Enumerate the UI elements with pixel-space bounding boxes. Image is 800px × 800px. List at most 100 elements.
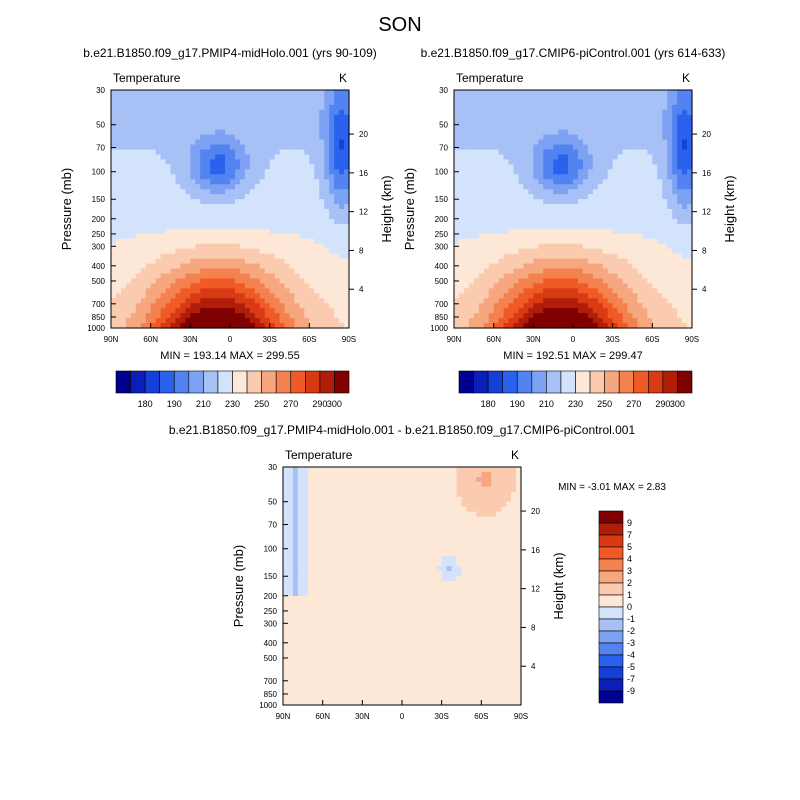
field-cell (597, 179, 604, 185)
field-cell (587, 258, 594, 265)
field-cell (215, 238, 221, 245)
field-cell (344, 318, 350, 324)
field-cell (130, 174, 137, 180)
field-cell (642, 253, 648, 260)
field-cell (508, 288, 515, 294)
field-cell (195, 278, 201, 284)
field-cell (627, 154, 634, 161)
field-cell (125, 94, 132, 101)
field-cell (468, 94, 475, 101)
field-cell (329, 228, 335, 235)
field-cell (642, 149, 648, 156)
field-cell (503, 119, 510, 126)
field-cell (220, 308, 226, 314)
field-cell (518, 258, 525, 265)
field-cell (667, 218, 673, 225)
field-cell (553, 149, 559, 156)
field-cell (135, 303, 142, 309)
field-cell (304, 273, 310, 280)
field-cell (314, 228, 320, 235)
field-cell (145, 169, 152, 175)
field-cell (538, 323, 544, 329)
field-cell (493, 228, 500, 235)
field-cell (622, 308, 629, 314)
field-cell (230, 323, 236, 329)
field-cell (488, 223, 495, 230)
field-cell (513, 303, 520, 309)
field-cell (647, 288, 653, 294)
field-cell (523, 258, 529, 265)
y-tick-label: 500 (435, 277, 449, 286)
field-cell (587, 189, 594, 195)
field-cell (473, 303, 480, 309)
field-cell (210, 253, 216, 260)
field-cell (548, 228, 554, 235)
field-cell (617, 164, 624, 170)
field-cell (652, 293, 658, 299)
field-cell (533, 94, 539, 101)
field-cell (473, 253, 480, 260)
field-cell (657, 313, 663, 319)
field-cell (205, 149, 211, 156)
field-cell (577, 94, 584, 101)
field-cell (230, 164, 236, 170)
field-cell (622, 223, 629, 230)
field-cell (617, 109, 624, 116)
field-cell (292, 551, 299, 557)
field-cell (130, 184, 137, 190)
field-cell (314, 263, 320, 270)
field-cell (607, 104, 614, 111)
field-cell (180, 119, 186, 126)
field-cell (334, 278, 340, 284)
field-cell (175, 303, 182, 309)
field-cell (533, 273, 539, 280)
field-cell (488, 104, 495, 111)
field-cell (657, 293, 663, 299)
field-cell (155, 283, 162, 289)
field-cell (130, 164, 137, 170)
field-cell (622, 248, 629, 255)
field-cell (573, 119, 579, 126)
field-cell (180, 248, 186, 255)
field-cell (637, 283, 644, 289)
field-cell (582, 114, 589, 121)
field-cell (264, 303, 271, 309)
field-cell (254, 124, 261, 131)
field-cell (249, 174, 256, 180)
field-cell (329, 293, 335, 299)
field-cell (269, 90, 276, 96)
field-cell (125, 174, 132, 180)
field-cell (244, 258, 251, 265)
field-cell (597, 318, 604, 324)
field-cell (339, 323, 345, 329)
field-cell (463, 283, 470, 289)
field-cell (269, 253, 276, 260)
field-cell (508, 124, 515, 131)
field-cell (458, 204, 465, 210)
field-cell (215, 189, 221, 195)
field-cell (558, 268, 564, 275)
field-cell (269, 129, 276, 136)
field-cell (533, 114, 539, 121)
field-cell (220, 99, 226, 106)
field-cell (617, 313, 624, 319)
field-cell (602, 248, 609, 255)
field-cell (622, 139, 629, 146)
field-cell (543, 218, 549, 225)
field-cell (553, 248, 559, 255)
field-cell (632, 233, 639, 240)
field-cell (478, 189, 485, 195)
field-cell (657, 114, 663, 121)
field-cell (155, 303, 162, 309)
field-cell (244, 228, 251, 235)
field-cell (284, 298, 291, 304)
field-cell (468, 238, 475, 245)
field-cell (195, 238, 201, 245)
field-cell (582, 204, 589, 210)
field-cell (234, 119, 241, 126)
field-cell (458, 134, 465, 141)
field-cell (244, 303, 251, 309)
field-cell (587, 90, 594, 96)
field-cell (249, 218, 256, 225)
field-cell (269, 268, 276, 275)
